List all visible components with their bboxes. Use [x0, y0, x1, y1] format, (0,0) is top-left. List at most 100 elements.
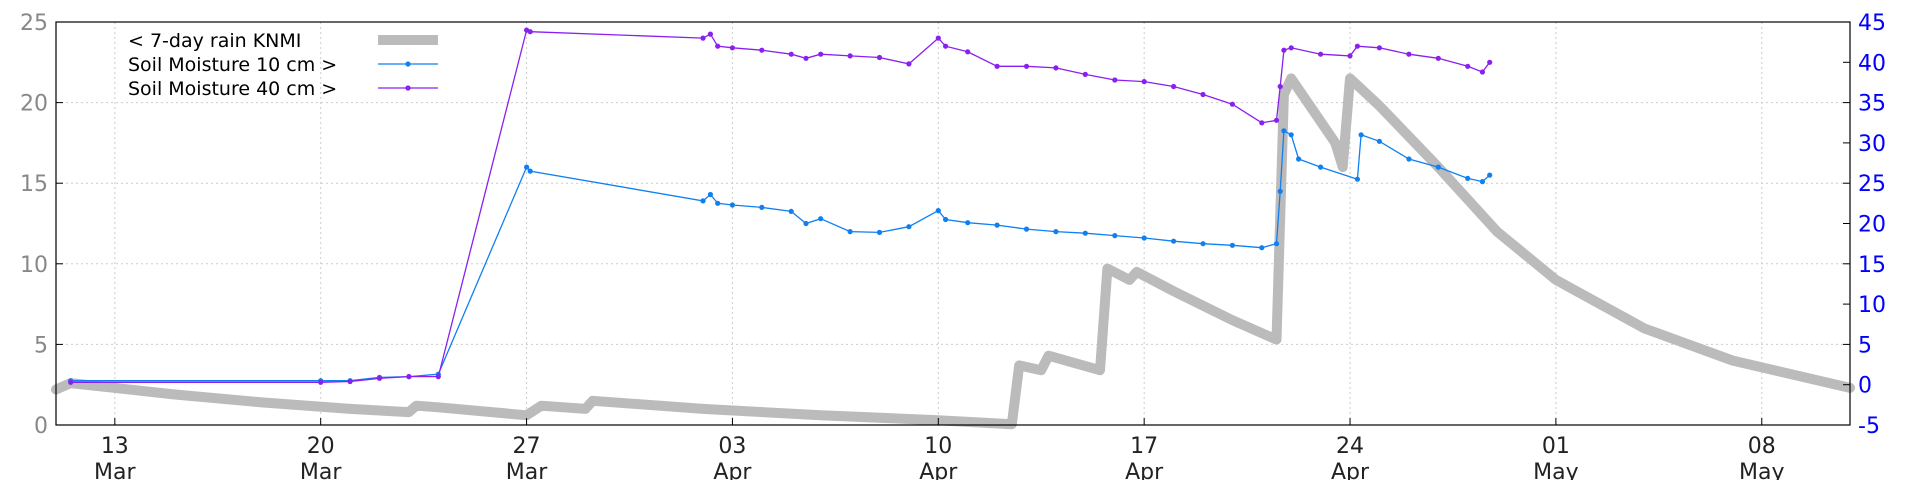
series-2-data-point: [1082, 230, 1088, 236]
legend-label: < 7-day rain KNMI: [128, 30, 301, 52]
series-2-soil-line: [70, 129, 1491, 382]
series-2-data-point: [1296, 156, 1302, 162]
right-tick-label: 20: [1858, 213, 1886, 238]
legend-swatch-point: [405, 61, 411, 67]
x-tick-day-label: 17: [1130, 434, 1158, 459]
left-axis-ticks: 0 5 10 15 20 25: [20, 11, 63, 439]
series-1-rain-line: [51, 73, 1855, 430]
series-3-data-point: [788, 51, 794, 57]
series-3-data-point: [803, 55, 809, 61]
series-3-data-point: [376, 375, 383, 381]
series-2-data-point: [876, 229, 883, 235]
series-3-data-point: [707, 31, 714, 37]
series-3-data-point: [965, 49, 971, 55]
series-2-data-point: [1053, 229, 1059, 235]
series-3-data-point: [347, 378, 353, 385]
series-3-data-point: [818, 51, 824, 57]
series-3-data-point: [759, 47, 765, 53]
series-3-data-point: [1229, 101, 1235, 107]
x-tick-month-label: Mar: [300, 460, 342, 480]
series-3-data-point: [1112, 77, 1118, 83]
series-3-data-point: [1141, 79, 1147, 85]
series-3-data-point: [1053, 65, 1059, 71]
series-2-data-point: [965, 220, 971, 226]
series-3-data-point: [1277, 83, 1283, 90]
x-tick-month-label: May: [1533, 460, 1578, 480]
series-2-data-point: [1487, 172, 1493, 178]
series-3-data-point: [906, 61, 912, 67]
series-lines: [51, 27, 1855, 430]
series-2-data-point: [707, 191, 714, 198]
right-tick-label: 15: [1858, 253, 1886, 278]
series-2-data-point: [1465, 175, 1471, 181]
series-2-data-point: [1406, 156, 1412, 162]
series-3-data-point: [1479, 69, 1485, 75]
series-3-data-point: [435, 374, 441, 380]
x-tick-month-label: Mar: [94, 460, 136, 480]
right-tick-label: 30: [1858, 132, 1886, 157]
left-tick-label: 0: [34, 414, 48, 439]
series-3-data-point: [1354, 43, 1360, 49]
series-3-data-point: [1376, 45, 1382, 51]
series-2-data-point: [1259, 245, 1265, 251]
series-3-data-point: [1435, 55, 1441, 61]
series-2-data-point: [935, 208, 941, 214]
series-2-data-point: [1281, 128, 1287, 134]
legend-label: Soil Moisture 10 cm >: [128, 54, 337, 76]
series-3-data-point: [406, 374, 412, 380]
right-tick-label: 5: [1858, 333, 1872, 358]
x-tick-month-label: Apr: [1331, 460, 1370, 480]
right-tick-label: 35: [1858, 92, 1886, 117]
series-2-data-point: [527, 168, 533, 174]
series-3-data-point: [68, 379, 74, 385]
series-3-data-point: [1171, 83, 1177, 90]
series-2-data-point: [1288, 132, 1294, 138]
x-tick-day-label: 13: [101, 434, 129, 459]
series-2-data-point: [1141, 235, 1147, 241]
series-3-data-point: [943, 43, 949, 49]
series-2-data-point: [847, 229, 853, 235]
legend-swatch-point: [405, 85, 411, 91]
series-2-data-point: [994, 222, 1000, 228]
series-2-data-point: [700, 198, 706, 204]
x-tick-day-label: 10: [924, 434, 952, 459]
series-3-data-point: [994, 63, 1000, 69]
right-tick-label: 10: [1858, 293, 1886, 318]
series-3-data-point: [1281, 47, 1287, 53]
series-3-data-point: [1200, 91, 1206, 98]
left-tick-label: 15: [20, 172, 48, 197]
series-2-data-point: [1229, 242, 1235, 248]
series-2-data-point: [803, 220, 809, 227]
series-2-data-point: [943, 216, 949, 223]
x-tick-month-label: Apr: [1125, 460, 1164, 480]
series-3-data-point: [1273, 117, 1280, 123]
series-3-data-point: [1318, 51, 1324, 57]
series-3-data-point: [1406, 51, 1412, 57]
x-tick-month-label: Apr: [919, 460, 958, 480]
series-2-data-point: [818, 216, 824, 222]
x-tick-month-label: May: [1739, 460, 1784, 480]
series-2-data-point: [1200, 241, 1206, 247]
series-2-data-point: [524, 164, 530, 170]
series-2-data-point: [1376, 138, 1382, 144]
x-tick-day-label: 20: [307, 434, 335, 459]
series-3-data-point: [1082, 71, 1088, 77]
x-tick-month-label: Mar: [506, 460, 548, 480]
grid-lines: [56, 22, 1850, 425]
series-3-data-point: [715, 43, 721, 49]
series-2-data-point: [1435, 164, 1441, 170]
right-tick-label: 25: [1858, 172, 1886, 197]
x-tick-day-label: 01: [1542, 434, 1570, 459]
series-3-data-point: [1465, 63, 1471, 69]
right-tick-label: 45: [1858, 11, 1886, 36]
left-tick-label: 5: [34, 333, 48, 358]
x-axis-ticks: 13Mar20Mar27Mar03Apr10Apr17Apr24Apr01May…: [94, 418, 1785, 485]
series-3-data-point: [1487, 59, 1493, 65]
series-3-data-point: [935, 35, 941, 41]
legend-label: Soil Moisture 40 cm >: [128, 78, 337, 100]
x-tick-day-label: 08: [1748, 434, 1776, 459]
right-tick-label: 40: [1858, 51, 1886, 76]
series-3-data-point: [527, 29, 533, 35]
